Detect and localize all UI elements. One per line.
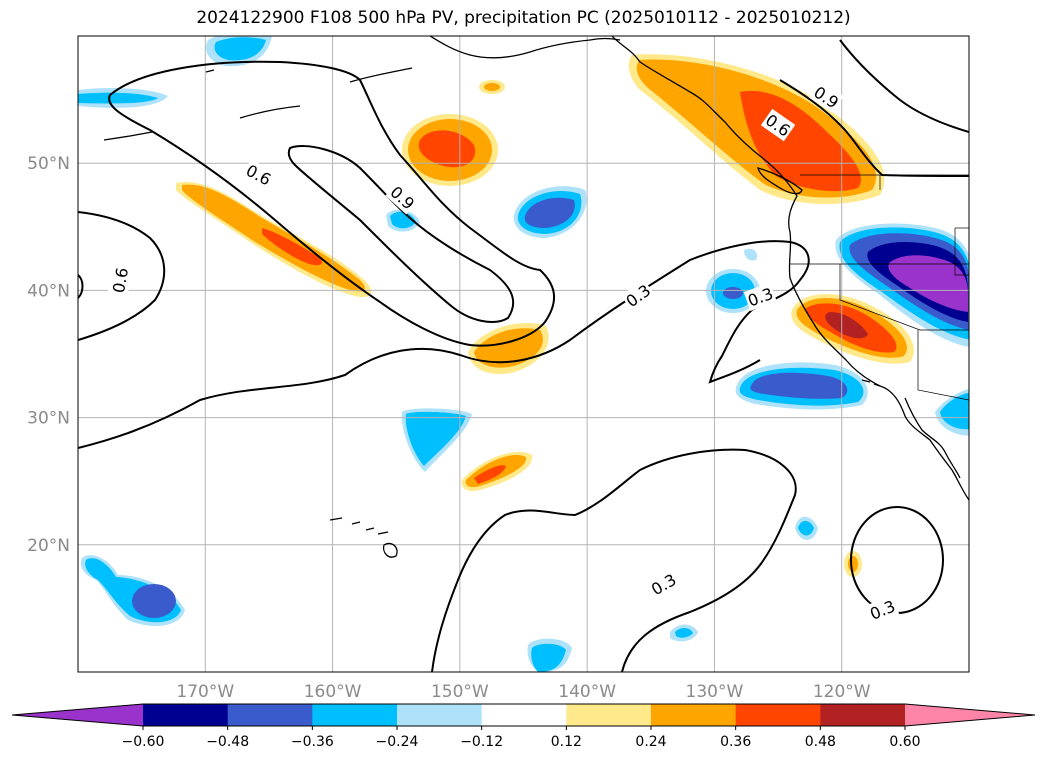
coastline-alaska-islands (103, 67, 413, 141)
colorbar-tick-label: −0.48 (206, 734, 249, 750)
lat-tick-label: 30°N (27, 409, 70, 429)
political-borders (790, 174, 969, 401)
colorbar-bin (312, 704, 398, 726)
map-title: 2024122900 F108 500 hPa PV, precipitatio… (196, 8, 851, 28)
negative-anomaly-subtropical-west (401, 408, 472, 472)
lon-tick-label: 140°W (558, 682, 616, 702)
pv-contour-0.9-northeast (839, 39, 969, 133)
colorbar-tick-label: 0.24 (635, 734, 666, 750)
contour-label: 0.6 (107, 264, 133, 296)
precipitation-fill-layer (78, 36, 969, 672)
colorbar-tick-label: −0.12 (460, 734, 503, 750)
pv-contour-0.6-left (78, 211, 166, 341)
svg-text:0.6: 0.6 (109, 266, 132, 294)
colorbar-bin (143, 704, 229, 726)
colorbar-bin (481, 704, 567, 726)
positive-anomaly-north-pacific (402, 80, 505, 186)
positive-anomaly-california (791, 294, 914, 577)
lat-tick-label: 50°N (27, 154, 70, 174)
colorbar-bin (397, 704, 483, 726)
coastline-north-america (611, 36, 969, 501)
lon-tick-label: 170°W (176, 682, 234, 702)
pv-contour-0.3-main (78, 240, 810, 449)
pv-contour-small-left (78, 274, 84, 299)
negative-anomaly-gulf-of-alaska (513, 186, 587, 238)
negative-anomaly-tropics (527, 516, 818, 672)
positive-anomaly-subtropical (461, 451, 533, 491)
lon-tick-label: 150°W (431, 682, 489, 702)
lon-tick-label: 160°W (304, 682, 362, 702)
lat-tick-label: 20°N (27, 536, 70, 556)
colorbar: −0.60 −0.48 −0.36 −0.24 −0.12 0.12 0.24 0.36 0.4… (11, 703, 1036, 750)
map-panel: 0.60.90.60.3 0.30.60.90.30.3 (78, 36, 969, 672)
longitude-tick-labels: 170°W 160°W 150°W 140°W 130°W 120°W (176, 682, 870, 702)
hawaii-islands (329, 517, 398, 558)
colorbar-tick-label: −0.24 (376, 734, 419, 750)
negative-anomaly-great-basin (835, 223, 969, 348)
negative-anomaly-southwest (80, 555, 185, 626)
colorbar-extend-high (905, 704, 1035, 726)
lat-lon-grid (78, 36, 969, 672)
lon-tick-label: 130°W (686, 682, 744, 702)
positive-anomaly-band-west (176, 181, 372, 298)
colorbar-tick-label: −0.36 (291, 734, 334, 750)
colorbar-tick-label: 0.60 (889, 734, 920, 750)
negative-anomaly-small-central (386, 209, 420, 232)
vancouver-island (757, 167, 803, 195)
colorbar-tick-label: −0.60 (122, 734, 165, 750)
colorbar-bin (820, 704, 906, 726)
pv-contour-0.6-northeast (779, 79, 969, 177)
colorbar-tick-label: 0.48 (805, 734, 836, 750)
latitude-tick-labels: 50°N 40°N 30°N 20°N (27, 154, 70, 556)
colorbar-bin (566, 704, 652, 726)
pv-contour-0.3-south (431, 448, 797, 672)
pv-contour-0.6-west (108, 60, 555, 347)
colorbar-bin (735, 704, 821, 726)
lon-tick-label: 120°W (813, 682, 871, 702)
pv-contour-layer (78, 39, 969, 672)
pv-contour-0.9-west (287, 145, 515, 323)
coastline-baja (904, 397, 961, 479)
channel-islands (861, 379, 881, 387)
colorbar-bin (227, 704, 313, 726)
coastline-layer (103, 36, 969, 558)
lat-tick-label: 40°N (27, 281, 70, 301)
colorbar-bin (651, 704, 737, 726)
coastline-alaska-south (429, 36, 621, 59)
negative-anomaly-mexico (935, 388, 969, 436)
negative-anomaly-southern-california (735, 362, 868, 410)
colorbar-extend-low (12, 704, 143, 726)
map-frame (77, 35, 970, 673)
colorbar-tick-label: 0.36 (720, 734, 751, 750)
colorbar-tick-label: 0.12 (551, 734, 582, 750)
negative-anomaly-aleutian (78, 36, 272, 108)
